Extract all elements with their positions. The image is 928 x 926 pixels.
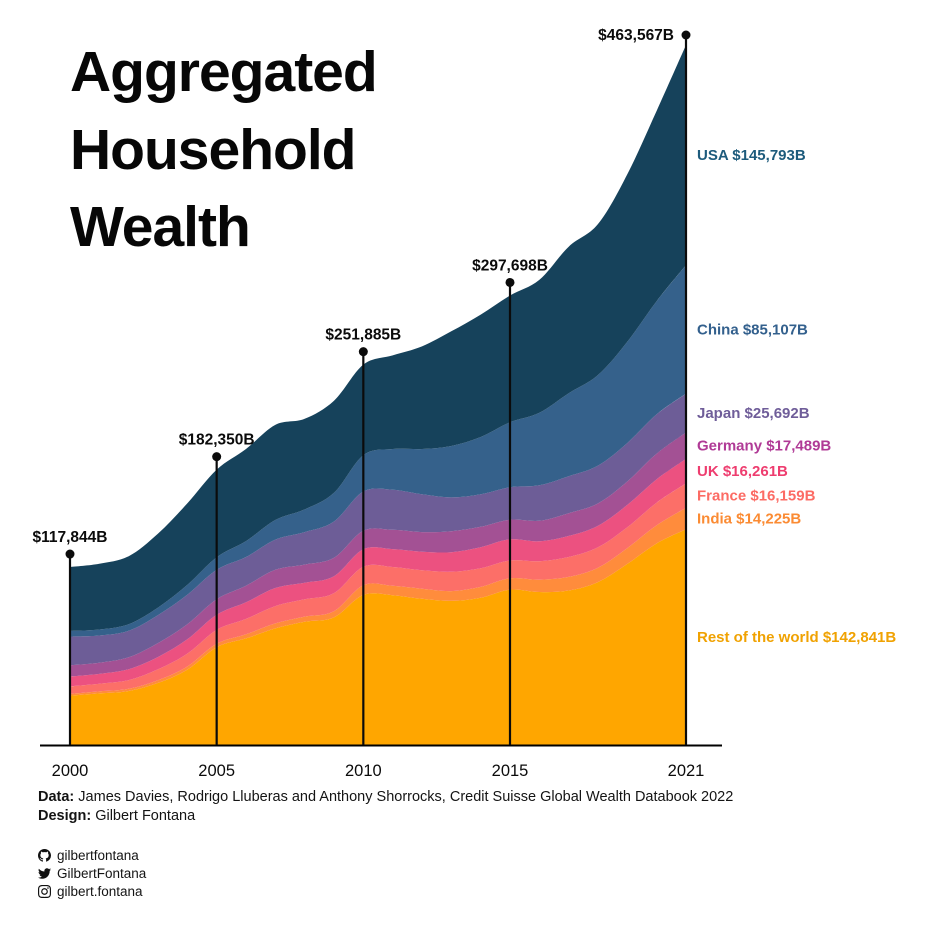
- design-credit-text: Gilbert Fontana: [95, 808, 196, 824]
- x-tick-2005: 2005: [198, 762, 235, 780]
- series-label-uk: UK $16,261B: [697, 463, 788, 480]
- marker-label-2015: $297,698B: [472, 257, 548, 274]
- instagram-handle-row: gilbert.fontana: [38, 884, 146, 899]
- series-label-germany: Germany $17,489B: [697, 438, 831, 455]
- social-links: gilbertfontana GilbertFontana gilbert.fo…: [38, 848, 146, 899]
- x-tick-2021: 2021: [668, 762, 705, 780]
- series-label-india: India $14,225B: [697, 511, 801, 528]
- data-credit-line: Data: James Davies, Rodrigo Lluberas and…: [38, 788, 733, 807]
- twitter-handle: GilbertFontana: [57, 866, 147, 881]
- instagram-handle: gilbert.fontana: [57, 884, 143, 899]
- area-band-china: [70, 265, 686, 637]
- data-credit-label: Data:: [38, 789, 75, 805]
- x-tick-2010: 2010: [345, 762, 382, 780]
- series-label-rest-of-the-world: Rest of the world $142,841B: [697, 629, 896, 646]
- github-icon: [38, 849, 51, 862]
- marker-dot-2021: [681, 30, 691, 40]
- github-handle: gilbertfontana: [57, 848, 139, 863]
- marker-dot-2005: [212, 452, 222, 462]
- area-band-usa: [70, 45, 686, 631]
- marker-dot-2010: [358, 347, 368, 357]
- series-label-usa: USA $145,793B: [697, 147, 806, 164]
- marker-dot-2000: [65, 549, 75, 559]
- area-band-japan: [70, 393, 686, 666]
- instagram-icon: [38, 885, 51, 898]
- marker-label-2000: $117,844B: [33, 529, 108, 546]
- series-label-china: China $85,107B: [697, 321, 808, 338]
- design-credit-label: Design:: [38, 808, 92, 824]
- page-title: Aggregated Household Wealth: [70, 40, 378, 260]
- footer-credits: Data: James Davies, Rodrigo Lluberas and…: [38, 788, 733, 826]
- design-credit-line: Design: Gilbert Fontana: [38, 807, 733, 826]
- marker-label-2021: $463,567B: [598, 27, 674, 44]
- area-band-rest-of-the-world: [70, 529, 686, 745]
- x-tick-2015: 2015: [492, 762, 529, 780]
- marker-label-2005: $182,350B: [179, 432, 255, 449]
- data-credit-text: James Davies, Rodrigo Lluberas and Antho…: [78, 789, 734, 805]
- series-label-japan: Japan $25,692B: [697, 405, 810, 422]
- marker-dot-2015: [505, 277, 515, 287]
- twitter-handle-row: GilbertFontana: [38, 866, 146, 881]
- x-tick-2000: 2000: [52, 762, 89, 780]
- series-label-france: France $16,159B: [697, 488, 816, 505]
- twitter-icon: [38, 868, 51, 879]
- github-handle-row: gilbertfontana: [38, 848, 146, 863]
- marker-label-2010: $251,885B: [325, 327, 401, 344]
